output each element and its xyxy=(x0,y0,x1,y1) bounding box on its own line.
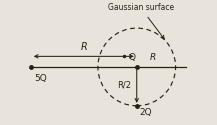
Text: 5Q: 5Q xyxy=(34,74,47,83)
Text: 2Q: 2Q xyxy=(139,108,152,116)
Text: R: R xyxy=(150,53,156,62)
Text: R/2: R/2 xyxy=(117,80,132,89)
Text: Q: Q xyxy=(129,53,136,62)
Text: Gaussian surface: Gaussian surface xyxy=(108,3,174,39)
Text: R: R xyxy=(81,42,87,52)
